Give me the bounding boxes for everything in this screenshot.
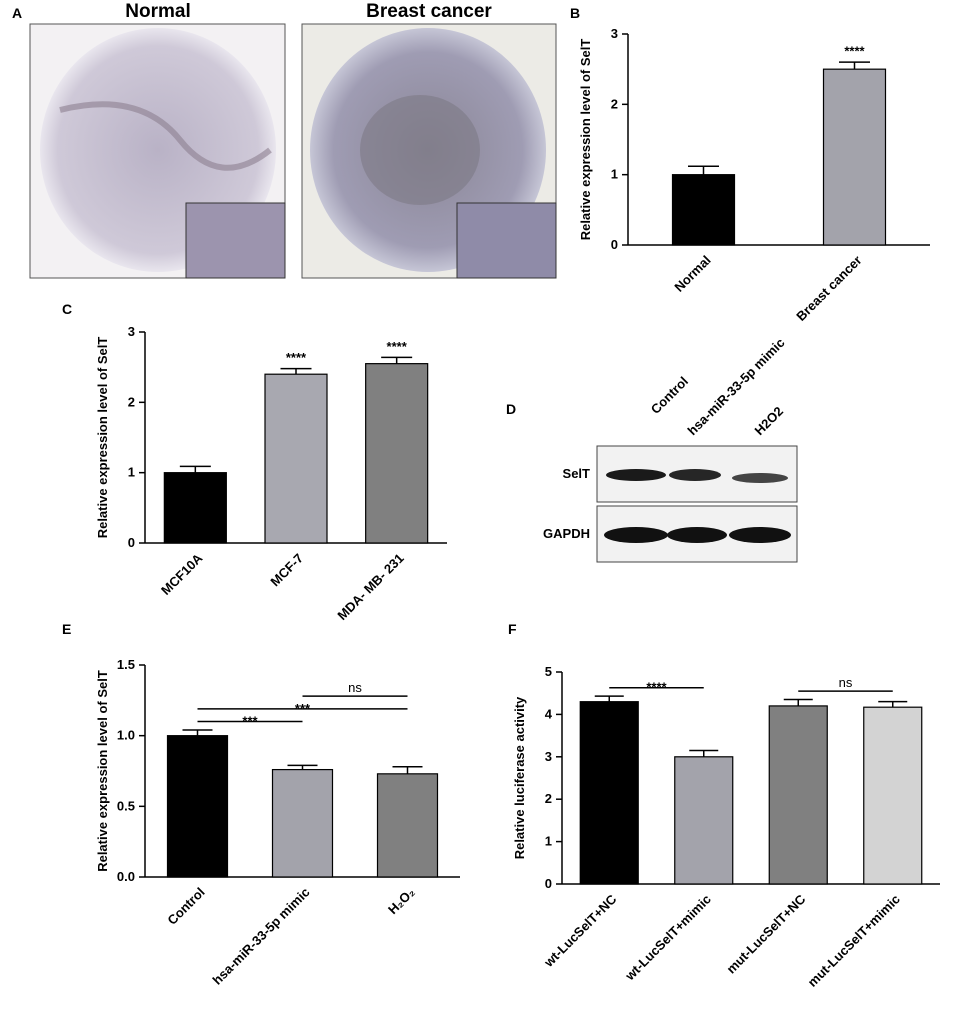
y-tick-label: 5 (545, 664, 552, 679)
significance-label: **** (646, 680, 667, 695)
y-tick-label: 1.5 (117, 657, 135, 672)
significance-label: **** (844, 44, 865, 59)
x-tick-label: hsa-miR-33-5p mimic (210, 885, 313, 988)
blot (596, 445, 798, 563)
panel-letter: D (506, 401, 516, 417)
error-bar (287, 764, 318, 770)
y-tick-label: 2 (545, 791, 552, 806)
bar (674, 756, 734, 885)
y-tick-label: 1 (545, 834, 552, 849)
x-tick-label: MCF10A (158, 550, 206, 598)
x-tick-label: wt-LucSelT+mimic (622, 892, 714, 984)
significance-label: ns (839, 675, 853, 690)
y-axis-label: Relative luciferase activity (512, 696, 527, 859)
y-tick-label: 2 (128, 394, 135, 409)
significance-label: **** (387, 339, 408, 354)
error-bar (878, 700, 908, 708)
error-bar (783, 698, 813, 706)
y-tick-label: 0.5 (117, 798, 135, 813)
bar (376, 773, 439, 878)
row-label: GAPDH (543, 526, 590, 541)
error-bar (280, 367, 312, 375)
panel-letter: C (62, 301, 72, 317)
bar (768, 705, 828, 885)
histology-image (29, 23, 286, 279)
bar (264, 373, 328, 544)
error-bar (689, 749, 719, 757)
error-bar (182, 729, 213, 736)
y-tick-label: 0 (611, 237, 618, 252)
image-title: Normal (125, 1, 190, 22)
x-tick-label: MDA- MB- 231 (334, 551, 406, 623)
panel-letter: B (570, 5, 580, 21)
y-axis-label: Relative expression level of SelT (95, 337, 110, 539)
x-tick-label: wt-LucSelT+NC (540, 891, 619, 970)
panel-letter: A (12, 5, 22, 21)
significance-label: *** (242, 714, 258, 729)
bar (671, 174, 736, 246)
column-label: Control (648, 374, 691, 417)
y-tick-label: 3 (545, 749, 552, 764)
x-tick-label: MCF-7 (267, 551, 306, 590)
error-bar (839, 61, 870, 70)
histology-image (301, 23, 557, 279)
y-tick-label: 1 (611, 167, 618, 182)
bar (822, 68, 887, 246)
x-tick-label: Normal (671, 253, 713, 295)
image-title: Breast cancer (366, 1, 492, 22)
error-bar (688, 165, 719, 175)
x-tick-label: Control (164, 885, 207, 928)
error-bar (381, 356, 413, 364)
y-tick-label: 0 (128, 535, 135, 550)
x-tick-label: Breast cancer (793, 253, 864, 324)
row-label: SelT (563, 466, 591, 481)
y-tick-label: 0 (545, 876, 552, 891)
error-bar (392, 766, 423, 774)
y-axis-label: Relative expression level of SelT (578, 39, 593, 241)
y-tick-label: 1.0 (117, 728, 135, 743)
error-bar (594, 695, 624, 702)
bar (365, 363, 429, 544)
y-tick-label: 4 (545, 706, 553, 721)
x-tick-label: mut-LucSelT+NC (723, 891, 808, 976)
bar (163, 472, 227, 544)
bar (166, 735, 229, 878)
x-tick-label: H₂O₂ (385, 884, 418, 917)
column-label: H2O2 (752, 403, 787, 438)
significance-label: *** (295, 701, 311, 716)
y-tick-label: 3 (128, 324, 135, 339)
significance-label: ns (348, 680, 362, 695)
y-tick-label: 2 (611, 96, 618, 111)
x-tick-label: mut-LucSelT+mimic (805, 892, 903, 990)
bar (863, 706, 923, 885)
panel-letter: E (62, 621, 71, 637)
y-tick-label: 0.0 (117, 869, 135, 884)
panel-letter: F (508, 621, 517, 637)
error-bar (179, 465, 211, 473)
bar (579, 701, 639, 885)
significance-label: **** (286, 350, 307, 365)
y-tick-label: 3 (611, 26, 618, 41)
y-tick-label: 1 (128, 465, 135, 480)
bar (271, 768, 334, 878)
y-axis-label: Relative expression level of SelT (95, 670, 110, 872)
